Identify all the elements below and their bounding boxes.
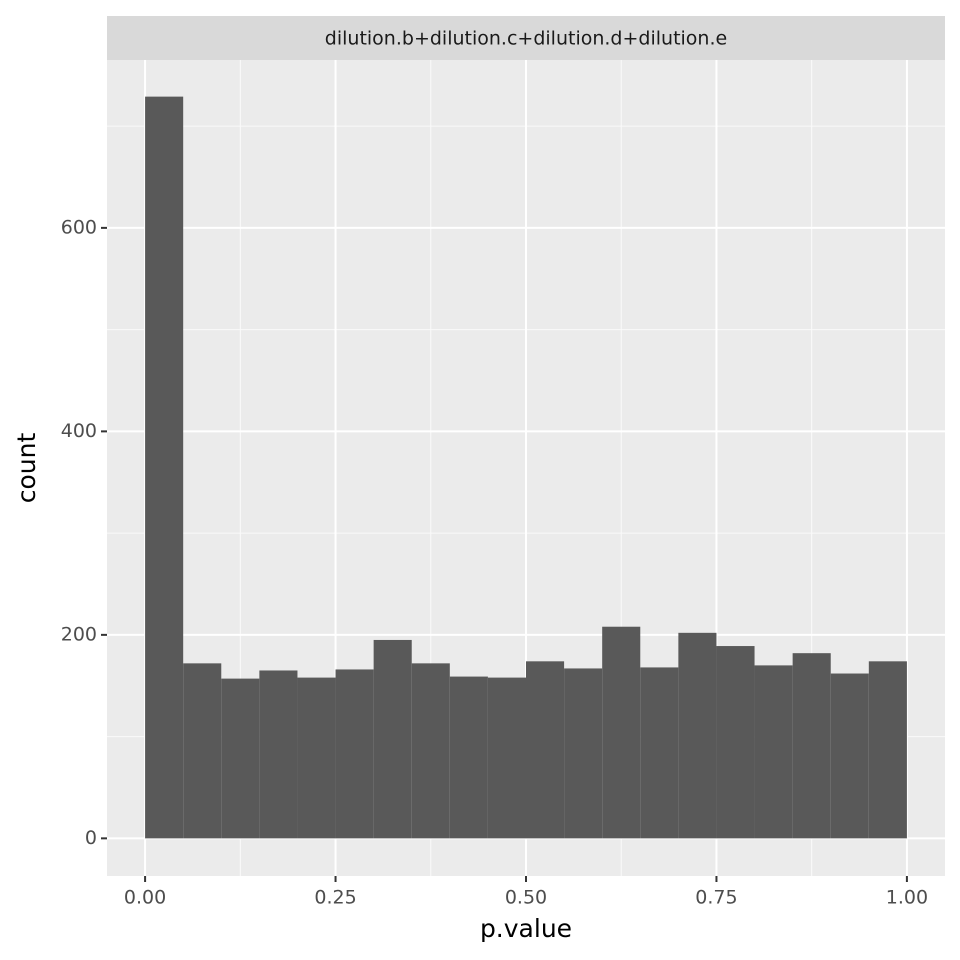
x-axis-title: p.value [480, 914, 572, 943]
bar [335, 669, 374, 839]
bar [640, 667, 679, 839]
bar [526, 661, 565, 839]
y-axis-title: count [12, 433, 41, 504]
bar [411, 663, 450, 839]
bar [564, 668, 603, 839]
bar [602, 626, 641, 839]
x-tick-label: 0.25 [314, 887, 356, 909]
x-tick-label: 0.00 [124, 887, 166, 909]
bar [297, 677, 336, 839]
strip-background [107, 16, 945, 60]
bar [259, 670, 298, 839]
bar [830, 673, 869, 839]
y-tick-label: 200 [61, 623, 97, 645]
y-tick-label: 0 [85, 827, 97, 849]
y-tick-label: 600 [61, 216, 97, 238]
bar [221, 678, 260, 839]
bar [373, 639, 412, 839]
bar [792, 653, 831, 839]
x-tick-label: 0.50 [505, 887, 547, 909]
x-tick-label: 0.75 [695, 887, 737, 909]
facet-label: dilution.b+dilution.c+dilution.d+dilutio… [325, 28, 727, 50]
bar [183, 663, 222, 839]
y-tick-label: 400 [61, 420, 97, 442]
bar [678, 632, 717, 839]
bar [754, 665, 793, 839]
bar [145, 96, 184, 839]
bar [487, 677, 526, 839]
bar [868, 661, 907, 839]
bar [449, 676, 488, 839]
x-tick-label: 1.00 [886, 887, 928, 909]
bar [716, 646, 755, 839]
